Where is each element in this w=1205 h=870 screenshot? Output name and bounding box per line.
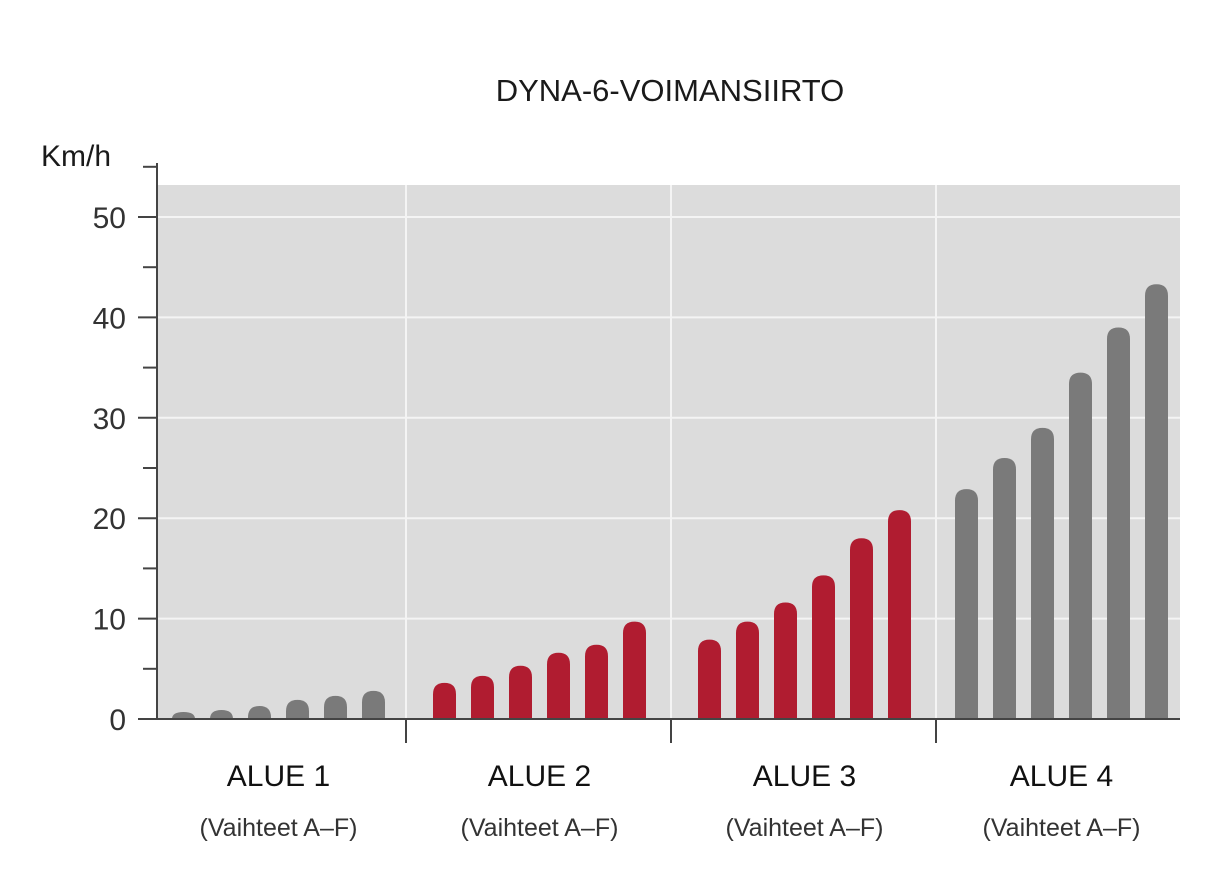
bar [248,705,271,719]
bar [1031,427,1054,719]
y-tick-label: 0 [109,704,126,737]
bar [362,690,385,719]
bar [172,711,195,719]
x-category-sublabel: (Vaihteet A–F) [461,814,619,842]
bar [210,709,233,719]
chart-title: DYNA-6-VOIMANSIIRTO [496,73,845,108]
y-tick-label: 20 [93,503,126,536]
x-category-sublabel: (Vaihteet A–F) [983,814,1141,842]
bars [172,284,1168,719]
x-category-label: ALUE 3 [753,760,856,793]
bar [585,644,608,719]
bar [698,639,721,719]
x-category-label: ALUE 4 [1010,760,1113,793]
axes [138,163,1180,743]
bar [812,575,835,719]
bar [471,675,494,719]
x-category-label: ALUE 1 [227,760,330,793]
y-tick-label: 40 [93,302,126,335]
bar [547,652,570,719]
y-axis-label: Km/h [41,140,111,173]
bar [1107,327,1130,719]
bar [1145,284,1168,719]
gridlines [157,185,1180,719]
bar [888,510,911,719]
bar [850,538,873,719]
bar [623,621,646,719]
bar [993,457,1016,719]
y-tick-label: 10 [93,604,126,637]
bar [955,489,978,719]
bar [774,602,797,719]
bar [286,699,309,719]
y-tick-label: 50 [93,202,126,235]
x-category-sublabel: (Vaihteet A–F) [726,814,884,842]
labels: 0 10 20 30 40 50 ALUE 1 (Vaihteet A–F) ALUE 2 (Va… [93,202,1141,842]
bar [1069,372,1092,719]
bar [324,695,347,719]
x-category-label: ALUE 2 [488,760,591,793]
y-tick-label: 30 [93,403,126,436]
bar [433,682,456,719]
x-category-sublabel: (Vaihteet A–F) [200,814,358,842]
bar [509,665,532,719]
bar [736,621,759,719]
plot-background [157,185,1180,720]
